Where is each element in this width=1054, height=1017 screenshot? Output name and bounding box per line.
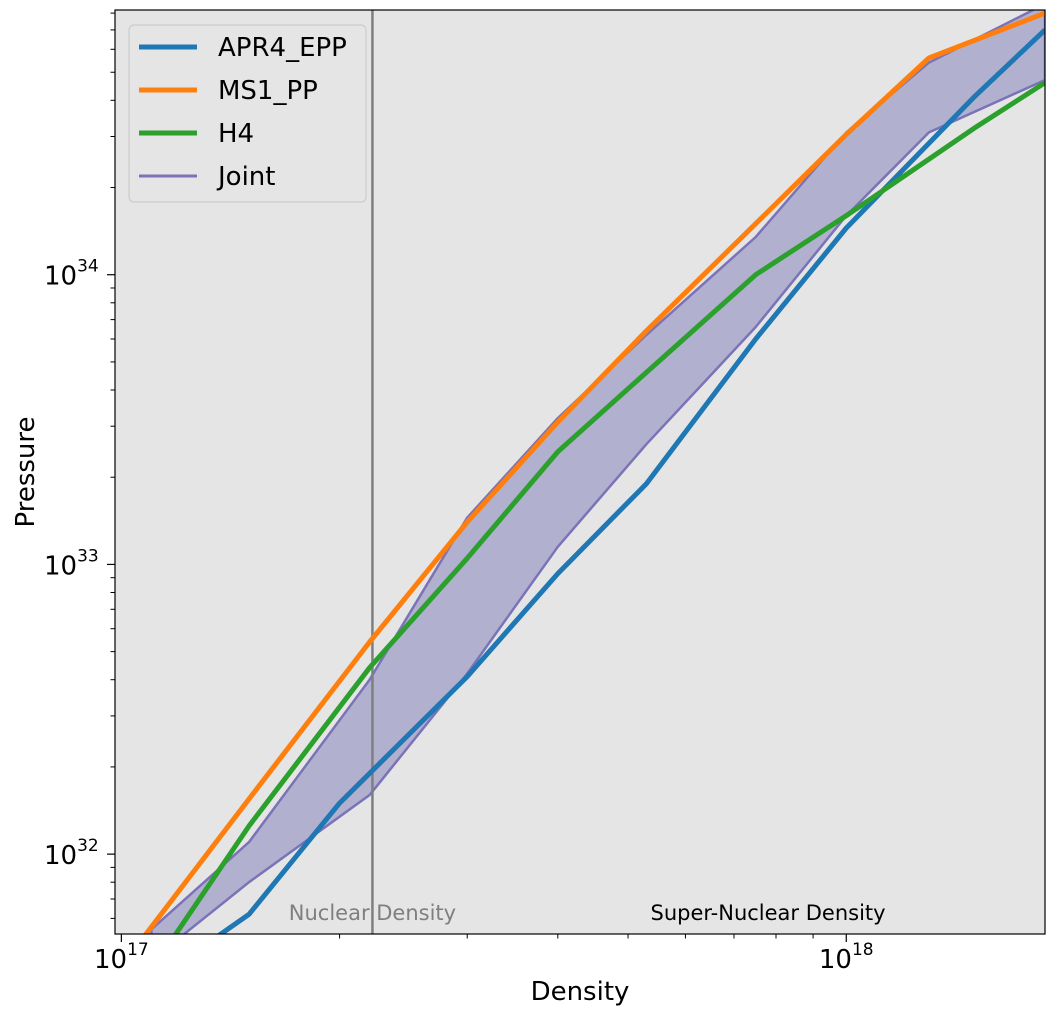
- x-tick-label: 1017: [94, 940, 149, 975]
- legend-label-joint: Joint: [216, 162, 275, 192]
- series-line-h4: [172, 80, 1045, 934]
- band-joint: [150, 10, 1045, 934]
- y-tick-label: 1034: [44, 257, 99, 292]
- legend-label-h4: H4: [218, 119, 254, 149]
- legend-label-ms1_pp: MS1_PP: [218, 76, 318, 106]
- series-line-apr4_epp: [216, 28, 1045, 934]
- y-tick-label: 1033: [44, 546, 99, 581]
- legend-label-apr4_epp: APR4_EPP: [218, 33, 347, 63]
- x-axis: 1017 1018: [94, 934, 874, 975]
- legend-box: [128, 24, 367, 203]
- y-axis: 1032 1033 1034: [44, 12, 115, 919]
- series-line-ms1_pp: [142, 10, 1045, 934]
- annotation-super-nuclear-density: Super-Nuclear Density: [650, 901, 885, 925]
- legend: APR4_EPP MS1_PP H4 Joint: [128, 24, 367, 203]
- plot-frame: [114, 9, 1046, 935]
- annotation-nuclear-density: Nuclear Density: [289, 901, 456, 925]
- x-axis-label: Density: [531, 977, 630, 1007]
- plot-area: Nuclear Density Super-Nuclear Density: [142, 10, 1045, 934]
- x-tick-label: 1018: [819, 940, 874, 975]
- y-axis-label: Pressure: [11, 416, 41, 527]
- y-tick-label: 1032: [44, 836, 99, 871]
